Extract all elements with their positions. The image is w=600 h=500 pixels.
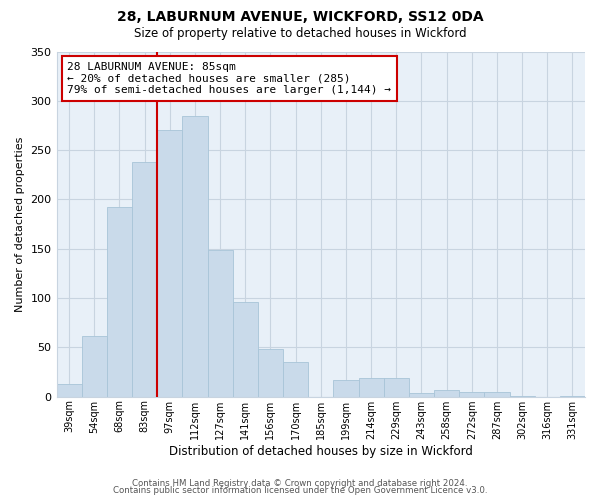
Text: Contains HM Land Registry data © Crown copyright and database right 2024.: Contains HM Land Registry data © Crown c… [132,478,468,488]
Bar [233,302,258,396]
Bar [107,208,132,396]
Text: Contains public sector information licensed under the Open Government Licence v3: Contains public sector information licen… [113,486,487,495]
Y-axis label: Number of detached properties: Number of detached properties [15,136,25,312]
Bar [132,162,157,396]
Text: 28 LABURNUM AVENUE: 85sqm
← 20% of detached houses are smaller (285)
79% of semi: 28 LABURNUM AVENUE: 85sqm ← 20% of detac… [67,62,391,95]
Bar [434,390,459,396]
Bar [208,250,233,396]
Bar [409,392,434,396]
Bar [283,362,308,396]
X-axis label: Distribution of detached houses by size in Wickford: Distribution of detached houses by size … [169,444,473,458]
Bar [334,380,359,396]
Text: Size of property relative to detached houses in Wickford: Size of property relative to detached ho… [134,28,466,40]
Bar [82,336,107,396]
Bar [459,392,484,396]
Bar [484,392,509,396]
Bar [383,378,409,396]
Text: 28, LABURNUM AVENUE, WICKFORD, SS12 0DA: 28, LABURNUM AVENUE, WICKFORD, SS12 0DA [116,10,484,24]
Bar [258,350,283,397]
Bar [157,130,182,396]
Bar [56,384,82,396]
Bar [182,116,208,396]
Bar [359,378,383,396]
